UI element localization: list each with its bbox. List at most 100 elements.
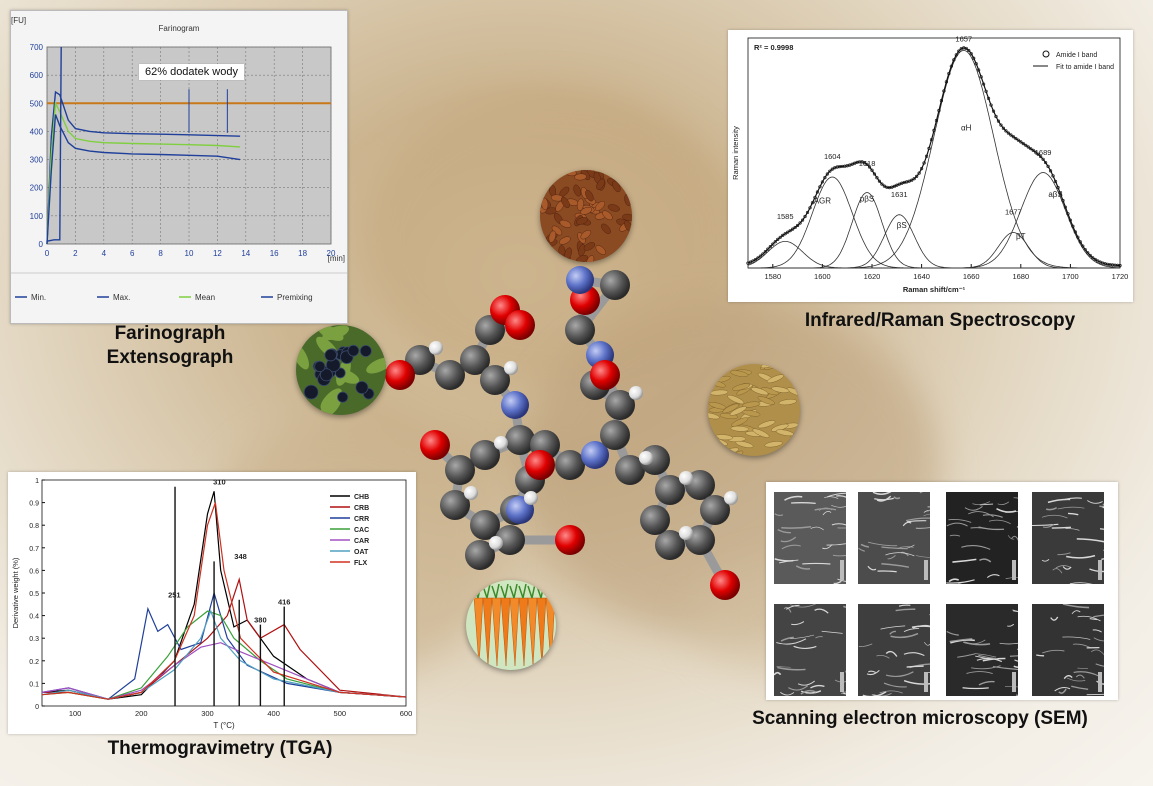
tga-caption: Thermogravimetry (TGA) bbox=[107, 738, 333, 759]
tga-x-tick: 600 bbox=[400, 709, 413, 718]
tga-y-tick: 0.1 bbox=[29, 681, 39, 688]
raman-data-point bbox=[766, 247, 770, 251]
raman-x-tick: 1620 bbox=[864, 272, 881, 281]
raman-plot-frame bbox=[747, 37, 1121, 269]
raman-data-point bbox=[1076, 235, 1080, 239]
farinogram-panel: [FU] Farinogram [min] 0 2 4 6 8 10 12 14 16 18 20 0… bbox=[10, 10, 348, 324]
farinogram-x-tick: 10 bbox=[185, 249, 194, 258]
farinogram-y-tick: 0 bbox=[39, 240, 44, 249]
tga-legend-label: CRB bbox=[354, 505, 369, 512]
raman-band-label: βT bbox=[1016, 232, 1026, 241]
raman-data-point bbox=[1086, 251, 1090, 255]
tga-y-tick: 0.5 bbox=[29, 591, 39, 598]
farinogram-x-tick: 4 bbox=[102, 249, 107, 258]
farinograph-caption: Farinograph Extensograph bbox=[40, 322, 300, 370]
tga-peak-label: 310 bbox=[213, 478, 226, 487]
raman-x-tick: 1660 bbox=[963, 272, 980, 281]
raman-data-point bbox=[828, 169, 832, 173]
farinograph-caption-line2: Extensograph bbox=[106, 347, 234, 368]
raman-data-point bbox=[773, 240, 777, 244]
raman-data-point bbox=[818, 185, 822, 189]
raman-data-point bbox=[776, 237, 780, 242]
raman-data-point bbox=[952, 58, 956, 62]
raman-data-point bbox=[1026, 145, 1030, 149]
raman-data-point bbox=[979, 75, 983, 79]
raman-data-point bbox=[999, 123, 1003, 127]
raman-data-point bbox=[929, 138, 934, 142]
tga-y-tick: 0.4 bbox=[29, 614, 39, 621]
farinogram-x-tick: 18 bbox=[298, 249, 307, 258]
raman-data-point bbox=[922, 161, 926, 165]
berries-image bbox=[296, 325, 386, 415]
raman-data-point bbox=[1051, 174, 1055, 178]
raman-data-point bbox=[1031, 148, 1035, 152]
farinogram-series-min bbox=[46, 114, 241, 245]
tga-peak-label: 251 bbox=[168, 591, 181, 600]
raman-data-point bbox=[756, 256, 760, 260]
raman-peak-label: 1585 bbox=[777, 212, 794, 221]
tga-y-tick: 0.3 bbox=[29, 636, 39, 643]
raman-data-point bbox=[800, 218, 805, 222]
tga-legend-label: CRR bbox=[354, 516, 369, 523]
raman-band-curve bbox=[748, 176, 1120, 269]
sem-caption: Scanning electron microscopy (SEM) bbox=[752, 708, 1088, 729]
raman-data-point bbox=[1081, 244, 1085, 248]
raman-band-curve bbox=[748, 214, 1120, 269]
raman-peak-label: 1631 bbox=[891, 190, 908, 199]
raman-data-point bbox=[944, 80, 948, 84]
farinogram-annotation: 62% dodatek wody bbox=[139, 64, 244, 80]
farinogram-x-tick: 2 bbox=[73, 249, 78, 258]
raman-data-point bbox=[915, 174, 919, 178]
raman-data-point bbox=[1066, 212, 1070, 216]
farinogram-series-max bbox=[46, 90, 241, 245]
raman-band-label: AGR bbox=[814, 197, 832, 206]
raman-x-label: Raman shift/cm⁻¹ bbox=[903, 285, 966, 294]
raman-peak-label: 1689 bbox=[1035, 148, 1052, 157]
tga-series-cac bbox=[41, 610, 407, 700]
raman-data-point bbox=[937, 108, 941, 113]
farinogram-x-unit: [min] bbox=[328, 254, 345, 263]
raman-data-point bbox=[1004, 129, 1008, 133]
raman-data-point bbox=[1083, 248, 1087, 252]
raman-data-point bbox=[1096, 259, 1100, 263]
sem-micrograph bbox=[1032, 604, 1104, 696]
raman-data-point bbox=[927, 146, 931, 150]
raman-band-label: αH bbox=[961, 123, 972, 132]
sem-micrograph bbox=[946, 604, 1018, 696]
tga-x-tick: 500 bbox=[334, 709, 347, 718]
raman-data-point bbox=[753, 258, 758, 262]
raman-data-point bbox=[932, 128, 936, 132]
sem-micrograph bbox=[774, 604, 846, 696]
raman-x-tick: 1700 bbox=[1062, 272, 1079, 281]
raman-data-point bbox=[778, 235, 782, 239]
farinogram-x-tick: 12 bbox=[213, 249, 222, 258]
raman-data-point bbox=[939, 98, 944, 103]
raman-data-point bbox=[1091, 256, 1095, 260]
raman-data-point bbox=[920, 167, 924, 171]
raman-data-point bbox=[1039, 154, 1043, 159]
raman-fit-curve bbox=[747, 47, 1120, 267]
sem-micrograph bbox=[774, 492, 846, 584]
farinogram-x-tick: 20 bbox=[327, 249, 336, 258]
raman-peak-label: 1604 bbox=[824, 152, 841, 161]
raman-data-point bbox=[1088, 253, 1092, 258]
molecule-model bbox=[385, 266, 740, 600]
raman-data-point bbox=[967, 48, 971, 53]
farinogram-chart: [FU] Farinogram [min] 0 2 4 6 8 10 12 14 16 18 200… bbox=[11, 16, 347, 302]
raman-data-point bbox=[1014, 136, 1018, 141]
tga-x-tick: 400 bbox=[267, 709, 280, 718]
raman-band-curve bbox=[747, 241, 1120, 269]
raman-peak-label: 1677 bbox=[1005, 208, 1022, 217]
tga-legend-label: FLX bbox=[354, 560, 368, 567]
raman-data-point bbox=[877, 179, 882, 183]
farinogram-y-unit: [FU] bbox=[11, 16, 26, 25]
raman-legend-label: Amide I band bbox=[1056, 52, 1097, 59]
raman-data-point bbox=[947, 71, 951, 76]
raman-legend-marker bbox=[1042, 50, 1050, 58]
raman-r-squared: R² = 0.9998 bbox=[754, 43, 793, 52]
tga-legend-label: CAR bbox=[354, 538, 369, 545]
raman-data-point bbox=[1056, 185, 1060, 190]
raman-data-point bbox=[957, 49, 961, 53]
tga-peak-label: 348 bbox=[234, 552, 247, 561]
